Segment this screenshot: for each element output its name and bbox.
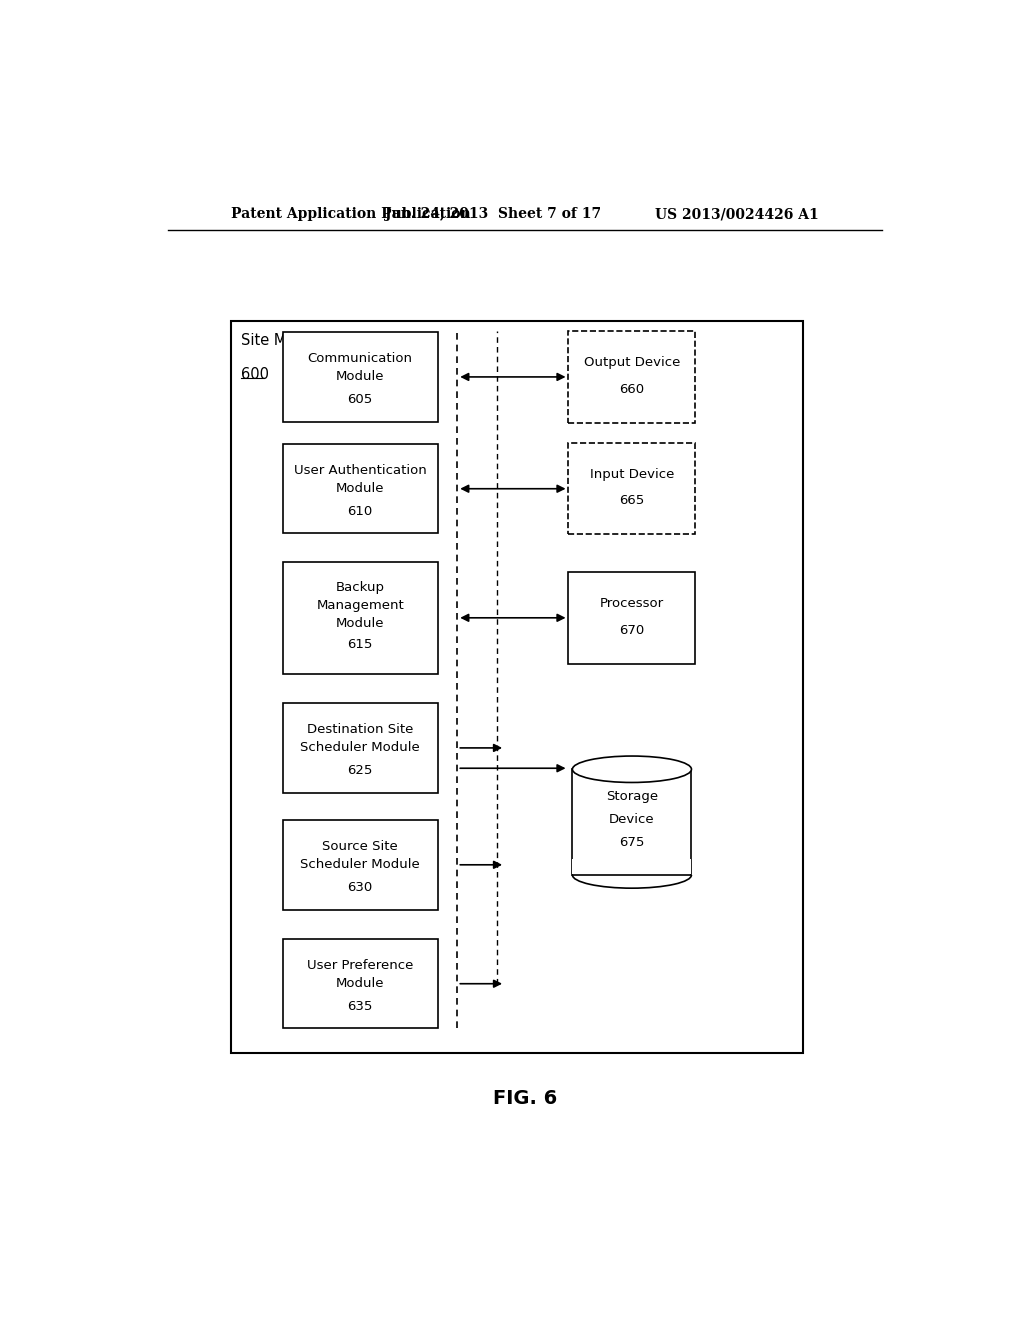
Text: User Authentication: User Authentication (294, 463, 427, 477)
Text: Management: Management (316, 599, 404, 612)
Bar (572, 770, 691, 875)
Text: Module: Module (336, 977, 384, 990)
Text: Scheduler Module: Scheduler Module (300, 742, 420, 755)
Text: Patent Application Publication: Patent Application Publication (231, 207, 471, 222)
Text: User Preference: User Preference (307, 958, 414, 972)
Text: Communication: Communication (307, 352, 413, 366)
Text: Input Device: Input Device (590, 469, 674, 480)
Ellipse shape (572, 756, 691, 783)
Text: Module: Module (336, 618, 384, 631)
Text: Module: Module (336, 482, 384, 495)
Text: 665: 665 (620, 495, 644, 507)
Text: 670: 670 (620, 623, 644, 636)
Text: 610: 610 (347, 504, 373, 517)
FancyBboxPatch shape (568, 444, 695, 535)
Text: 660: 660 (620, 383, 644, 396)
Text: Storage: Storage (606, 791, 658, 803)
Text: 630: 630 (347, 880, 373, 894)
Text: Device: Device (609, 813, 654, 825)
Text: Source Site: Source Site (323, 840, 398, 853)
FancyBboxPatch shape (283, 333, 437, 421)
Text: 625: 625 (347, 764, 373, 776)
FancyBboxPatch shape (231, 321, 803, 1053)
FancyBboxPatch shape (283, 704, 437, 792)
Text: Module: Module (336, 371, 384, 383)
Text: Jan. 24, 2013  Sheet 7 of 17: Jan. 24, 2013 Sheet 7 of 17 (385, 207, 601, 222)
FancyBboxPatch shape (568, 331, 695, 422)
Text: Backup: Backup (336, 581, 385, 594)
FancyBboxPatch shape (568, 572, 695, 664)
FancyBboxPatch shape (283, 444, 437, 533)
Text: 635: 635 (347, 999, 373, 1012)
Text: Destination Site: Destination Site (307, 723, 414, 737)
FancyBboxPatch shape (283, 820, 437, 909)
FancyBboxPatch shape (283, 939, 437, 1028)
Text: FIG. 6: FIG. 6 (493, 1089, 557, 1107)
Text: Scheduler Module: Scheduler Module (300, 858, 420, 871)
Text: Output Device: Output Device (584, 356, 680, 370)
Text: 600: 600 (241, 367, 268, 381)
Bar (572, 859, 691, 874)
Text: Site Management Server: Site Management Server (241, 333, 423, 348)
FancyBboxPatch shape (283, 562, 437, 673)
Text: 615: 615 (347, 638, 373, 651)
Text: US 2013/0024426 A1: US 2013/0024426 A1 (654, 207, 818, 222)
Text: 675: 675 (620, 836, 645, 849)
Text: 605: 605 (347, 393, 373, 405)
Text: Processor: Processor (600, 597, 664, 610)
